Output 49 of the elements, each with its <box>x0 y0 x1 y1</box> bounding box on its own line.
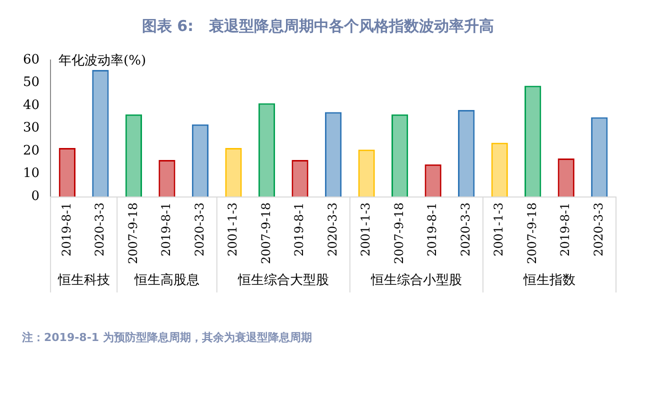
x-tick-label: 2007-9-18 <box>524 202 539 264</box>
bar <box>424 164 442 196</box>
text: 恒生科技 <box>56 272 110 288</box>
bar <box>591 117 608 196</box>
text: 注：2019-8-1 为预防型降息周期，其余为衰退型降息周期 <box>21 330 312 344</box>
text: 恒生综合小型股 <box>370 272 462 288</box>
y-axis-title: 年化波动率(%) <box>58 52 146 68</box>
x-tick-label: 2019-8-1 <box>292 202 306 256</box>
bar <box>258 103 276 196</box>
x-tick-label: 2020-3-3 <box>92 202 107 256</box>
x-tick-label: 2019-8-1 <box>558 202 572 256</box>
text: 恒生综合大型股 <box>236 272 329 288</box>
x-tick-label: 2007-9-18 <box>126 202 140 264</box>
x-tick-label: 2001-1-3 <box>492 202 506 256</box>
x-tick-label: 2019-8-1 <box>59 202 74 256</box>
bar <box>125 114 142 196</box>
y-tick-label: 0 <box>31 188 40 204</box>
bar <box>491 142 508 196</box>
x-tick-label: 2020-3-3 <box>325 202 340 256</box>
y-tick-label: 20 <box>22 143 40 158</box>
bar <box>358 150 375 196</box>
bar <box>524 86 542 196</box>
bar <box>92 70 109 196</box>
bar <box>225 148 242 196</box>
text: 恒生指数 <box>522 272 576 288</box>
bar <box>192 124 209 196</box>
x-tick-label: 2007-9-18 <box>258 202 273 264</box>
bar <box>458 110 475 196</box>
text: 恒生高股息 <box>133 272 200 288</box>
bar <box>58 148 76 196</box>
bar <box>558 158 574 196</box>
chart-title: 图表 6: 衰退型降息周期中各个风格指数波动率升高 <box>142 16 494 35</box>
x-tick-label: 2020-3-3 <box>458 202 472 256</box>
x-tick-label: 2007-9-18 <box>392 202 406 264</box>
y-tick-label: 50 <box>22 75 40 90</box>
bar <box>292 160 308 196</box>
x-tick-label: 2019-8-1 <box>159 202 174 256</box>
x-tick-label: 2001-1-3 <box>226 202 240 256</box>
x-tick-label: 2020-3-3 <box>192 202 206 256</box>
bar <box>391 114 408 196</box>
y-tick-label: 60 <box>22 52 40 68</box>
y-tick-label: 40 <box>22 98 40 113</box>
x-tick-label: 2019-8-1 <box>425 202 440 256</box>
x-tick-label: 2001-1-3 <box>358 202 373 256</box>
x-tick-label: 2020-3-3 <box>591 202 606 256</box>
y-tick-label: 30 <box>22 120 40 136</box>
bar <box>158 160 176 196</box>
y-tick-label: 10 <box>22 166 40 182</box>
bar <box>324 112 342 196</box>
